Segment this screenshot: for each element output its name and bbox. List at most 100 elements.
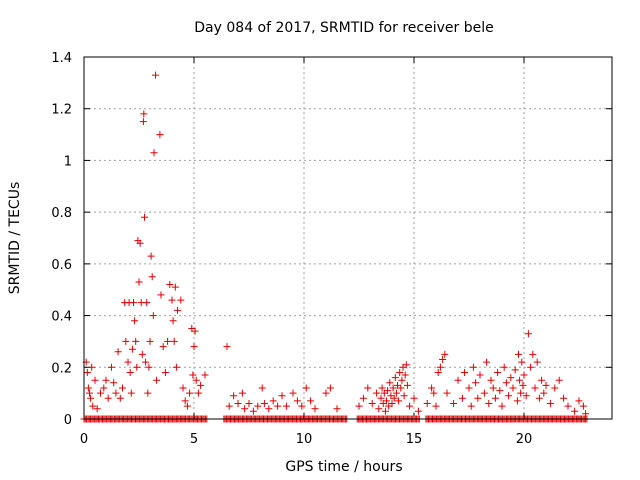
data-point: [241, 405, 249, 413]
data-point: [183, 402, 191, 410]
data-point: [515, 350, 522, 358]
data-point: [152, 71, 159, 79]
data-point: [378, 384, 386, 392]
data-point: [164, 337, 172, 345]
grid: [84, 57, 612, 419]
data-point: [191, 327, 199, 335]
data-point: [401, 371, 409, 379]
data-point: [225, 402, 233, 410]
data-point: [278, 392, 286, 400]
data-points: [80, 71, 591, 423]
data-point: [400, 392, 408, 400]
data-point: [377, 394, 385, 402]
data-point: [391, 374, 399, 382]
data-point: [560, 394, 568, 402]
data-point: [496, 387, 504, 395]
data-point: [322, 389, 330, 397]
data-point: [402, 361, 410, 369]
data-point: [189, 371, 197, 379]
data-point: [450, 400, 458, 407]
data-point: [395, 397, 403, 405]
data-point: [389, 384, 397, 392]
data-point: [489, 384, 497, 392]
y-tick-label: 1.4: [51, 51, 72, 66]
y-tick-label: 1: [64, 154, 72, 169]
data-point: [472, 379, 480, 387]
data-point: [146, 337, 154, 345]
data-point: [93, 405, 101, 413]
data-point: [302, 384, 310, 392]
data-point: [476, 371, 484, 379]
data-point: [373, 389, 381, 397]
data-point: [293, 397, 301, 405]
data-point: [575, 397, 583, 405]
data-point: [172, 363, 180, 371]
chart-title: Day 084 of 2017, SRMTID for receiver bel…: [194, 20, 493, 36]
data-point: [119, 384, 126, 392]
data-point: [197, 381, 205, 389]
data-point: [434, 369, 442, 376]
data-point: [112, 389, 120, 397]
data-point: [375, 405, 383, 413]
data-point: [168, 296, 176, 304]
data-point: [116, 394, 124, 402]
data-point: [190, 343, 198, 351]
data-point: [282, 402, 290, 410]
data-point: [527, 363, 535, 371]
data-point: [392, 389, 400, 397]
data-point: [133, 363, 141, 371]
data-point: [86, 389, 93, 397]
data-point: [159, 343, 167, 351]
data-point: [186, 389, 194, 397]
data-point: [139, 118, 147, 126]
x-tick-label: 0: [80, 432, 88, 447]
data-point: [114, 348, 122, 356]
data-point: [518, 358, 526, 366]
data-point: [170, 337, 178, 345]
data-point: [542, 381, 550, 389]
data-point: [480, 389, 488, 397]
data-point: [274, 402, 282, 410]
y-tick-label: 0.4: [51, 310, 72, 325]
data-point: [161, 369, 169, 376]
data-point: [110, 379, 118, 387]
x-tick-label: 20: [516, 432, 533, 447]
data-point: [384, 387, 392, 395]
data-point: [398, 376, 406, 384]
data-point: [135, 278, 143, 286]
data-point: [410, 394, 418, 402]
data-point: [461, 369, 469, 376]
data-point: [454, 376, 462, 384]
data-point: [128, 345, 136, 353]
data-point: [102, 376, 110, 384]
data-point: [381, 407, 389, 415]
data-point: [223, 343, 231, 351]
data-point: [414, 407, 422, 415]
data-point: [467, 402, 475, 410]
data-point: [555, 376, 563, 384]
data-point: [127, 389, 135, 397]
data-point: [179, 384, 187, 392]
data-point: [145, 363, 153, 371]
data-point: [522, 392, 530, 400]
data-point: [507, 374, 515, 382]
y-axis-label: SRMTID / TECUs: [7, 182, 23, 295]
data-point: [174, 306, 181, 314]
data-point: [465, 384, 473, 392]
data-point: [428, 384, 436, 392]
data-point: [156, 131, 164, 139]
data-point: [84, 384, 92, 392]
data-point: [491, 394, 499, 402]
data-point: [181, 397, 189, 405]
x-axis-label: GPS time / hours: [285, 459, 402, 475]
data-point: [430, 389, 438, 397]
data-point: [540, 389, 548, 397]
data-point: [265, 405, 273, 413]
data-point: [298, 402, 306, 410]
data-point: [564, 402, 572, 410]
data-point: [326, 384, 334, 392]
data-point: [368, 400, 376, 407]
data-point: [166, 281, 174, 288]
data-point: [390, 394, 398, 402]
data-point: [579, 402, 587, 410]
